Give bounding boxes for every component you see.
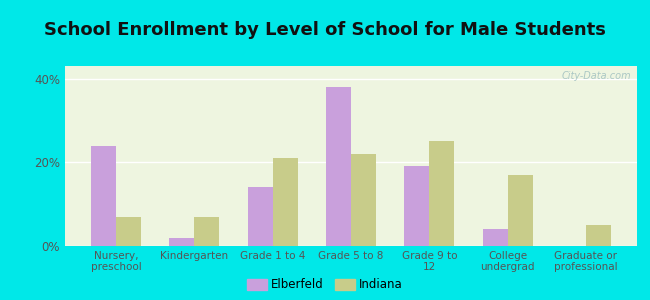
Bar [273, 158, 298, 246]
Text: City-Data.com: City-Data.com [562, 71, 631, 81]
Bar [169, 238, 194, 246]
Bar [248, 188, 273, 246]
Bar [482, 229, 508, 246]
Bar [91, 146, 116, 246]
Bar [404, 167, 429, 246]
Text: School Enrollment by Level of School for Male Students: School Enrollment by Level of School for… [44, 21, 606, 39]
Bar [194, 217, 220, 246]
Bar [586, 225, 611, 246]
Bar [508, 175, 533, 246]
Legend: Elberfeld, Indiana: Elberfeld, Indiana [247, 278, 403, 291]
Bar [429, 141, 454, 246]
Bar [116, 217, 141, 246]
Bar [351, 154, 376, 246]
Bar [326, 87, 351, 246]
